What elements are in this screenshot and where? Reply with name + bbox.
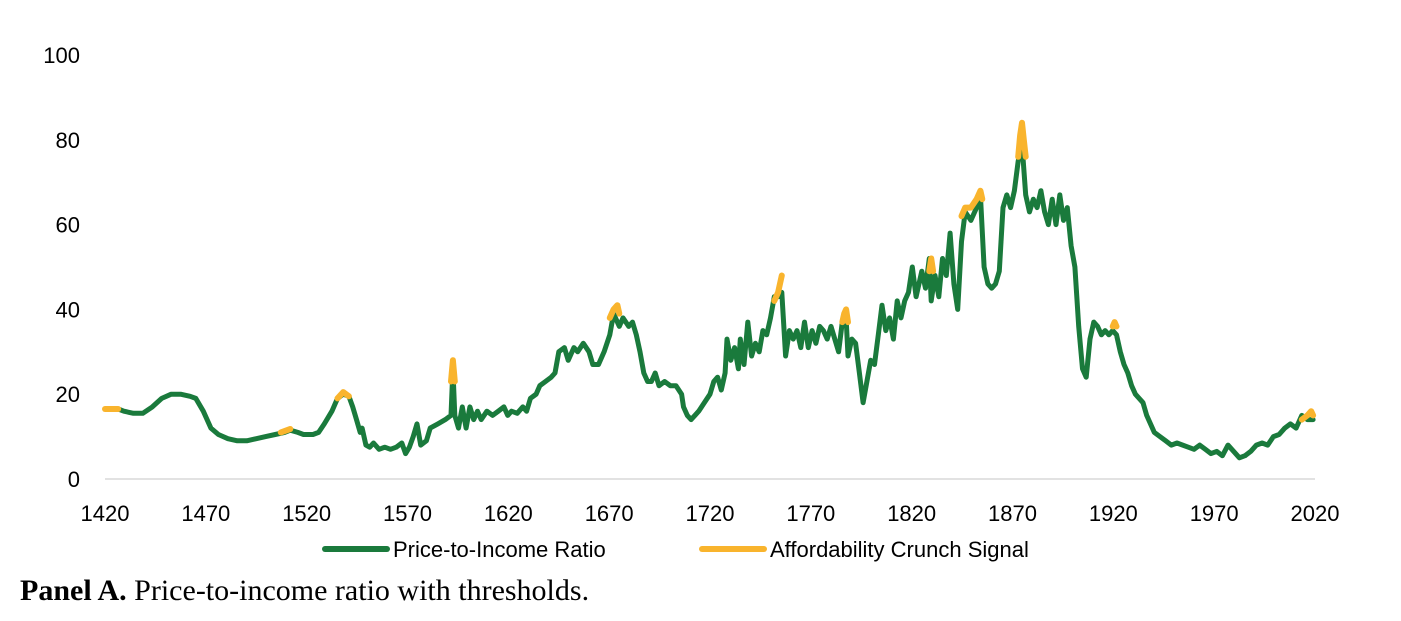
caption-text: Price-to-income ratio with thresholds. (134, 574, 590, 607)
x-tick-label: 1970 (1190, 501, 1239, 526)
chart: 0 20 40 60 80 100 1420 1470 1520 1570 1620 1670 172… (43, 43, 1340, 562)
y-tick-label: 40 (56, 297, 80, 322)
series-segment-affordability-crunch (448, 357, 458, 385)
y-tick-label: 20 (56, 382, 80, 407)
y-axis-ticks: 0 20 40 60 80 100 (43, 43, 80, 492)
x-tick-label: 1570 (383, 501, 432, 526)
x-tick-label: 1720 (686, 501, 735, 526)
legend: Price-to-Income Ratio Affordability Crun… (322, 537, 1029, 562)
legend-label-price-to-income: Price-to-Income Ratio (393, 537, 606, 562)
y-tick-label: 100 (43, 43, 80, 68)
x-tick-label: 1820 (887, 501, 936, 526)
y-tick-label: 80 (56, 128, 80, 153)
x-tick-label: 1770 (786, 501, 835, 526)
x-tick-label: 1920 (1089, 501, 1138, 526)
series-segment-affordability-crunch (1015, 119, 1029, 160)
series-segment-affordability-crunch (1109, 319, 1120, 330)
x-tick-label: 1870 (988, 501, 1037, 526)
x-axis-ticks: 1420 1470 1520 1570 1620 1670 1720 1770 1820 1870… (81, 501, 1340, 526)
y-tick-label: 0 (68, 467, 80, 492)
series-segment-affordability-crunch (606, 302, 623, 321)
series-line-price-to-income (102, 141, 1316, 461)
figure-caption: Panel A. Price-to-income ratio with thre… (20, 574, 589, 608)
series-segment-affordability-crunch (958, 187, 986, 220)
series-layer (102, 119, 1317, 461)
series-segment-affordability-crunch (277, 426, 294, 436)
series-segment-affordability-crunch (926, 255, 937, 275)
x-tick-label: 1620 (484, 501, 533, 526)
legend-label-affordability-crunch: Affordability Crunch Signal (770, 537, 1029, 562)
series-segment-affordability-crunch (334, 389, 352, 402)
series-segment-affordability-crunch (771, 272, 785, 304)
caption-label: Panel A. (20, 574, 127, 607)
series-segment-affordability-crunch (839, 306, 851, 326)
x-tick-label: 1470 (181, 501, 230, 526)
y-tick-label: 60 (56, 213, 80, 238)
series-segment-affordability-crunch (1298, 408, 1317, 423)
x-tick-label: 1420 (81, 501, 130, 526)
x-tick-label: 1670 (585, 501, 634, 526)
x-tick-label: 1520 (282, 501, 331, 526)
x-tick-label: 2020 (1291, 501, 1340, 526)
